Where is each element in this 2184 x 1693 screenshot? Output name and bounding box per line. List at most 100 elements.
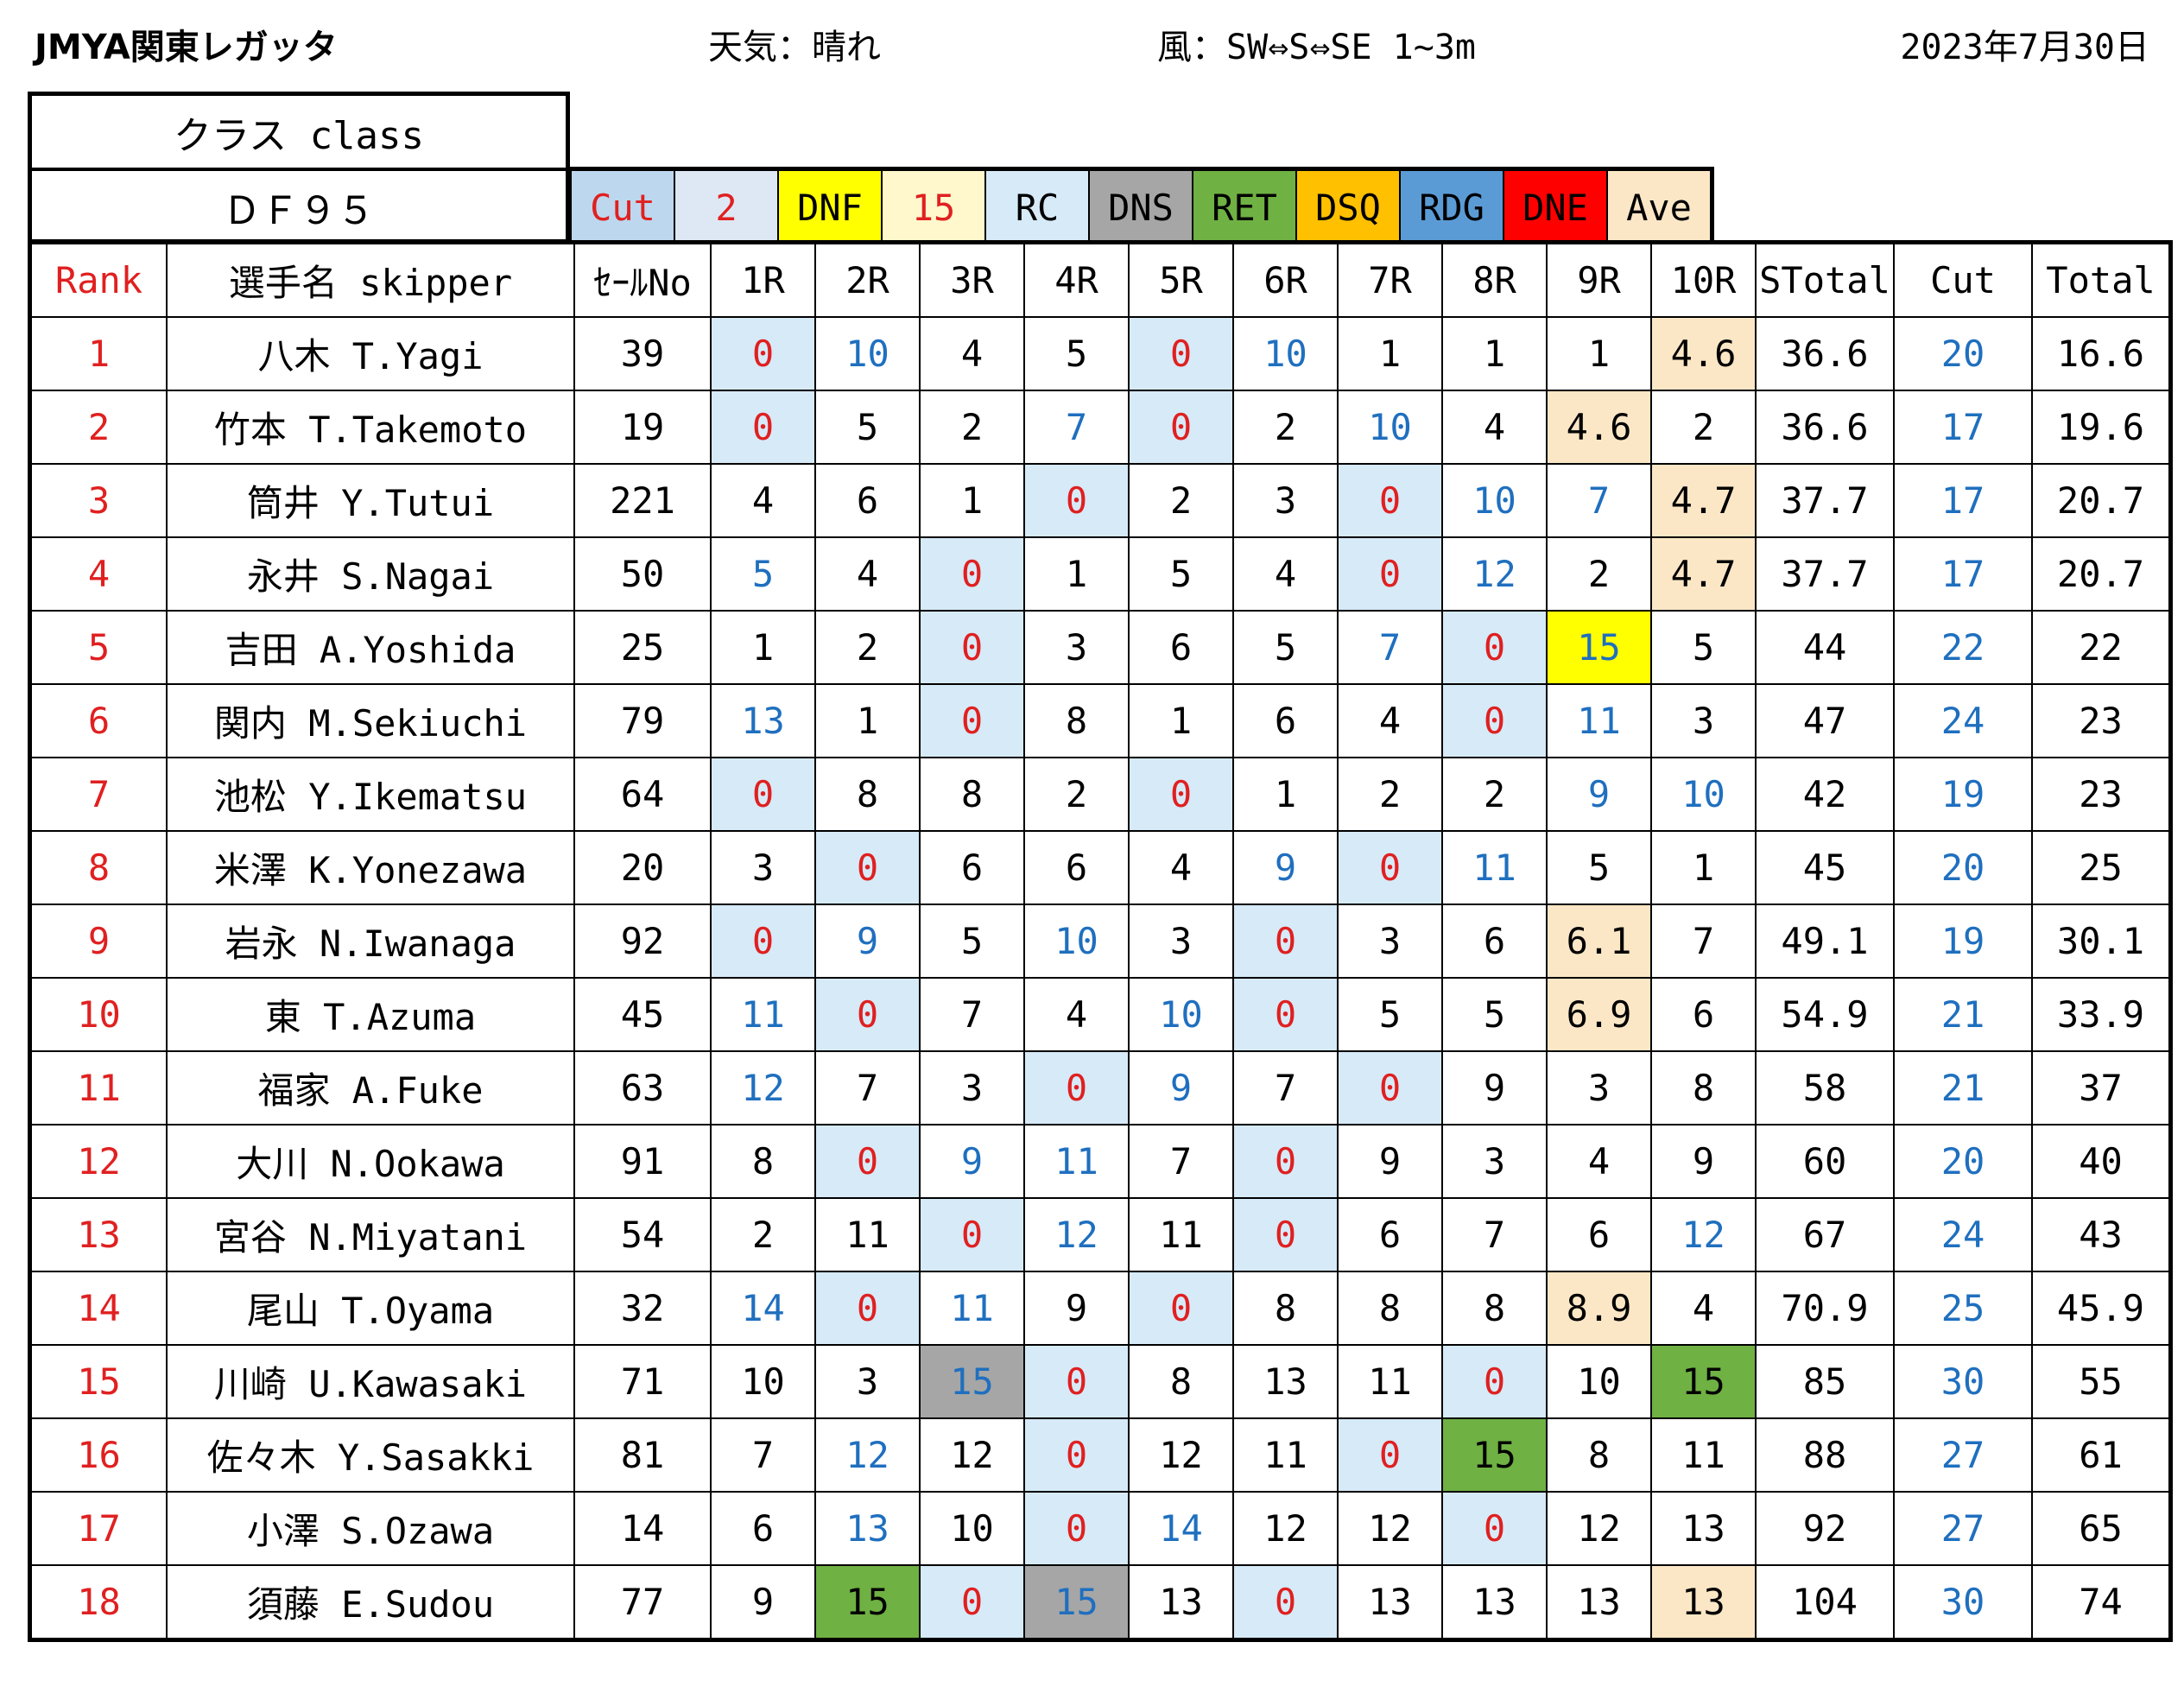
table-row: 18 須藤 E.Sudou 77 9 15 0 15 13 0 13 13 13 13 104 30 74 [28,1564,2172,1641]
race-9-cell: 13 [1546,1564,1652,1641]
col-rank: Rank [28,241,168,318]
race-5-cell: 0 [1128,390,1234,465]
race-10-cell: 13 [1650,1564,1757,1641]
cut-cell: 20 [1893,316,2033,391]
race-9-cell: 7 [1546,463,1652,538]
race-3-cell: 9 [919,1124,1025,1199]
total-cell: 30.1 [2031,904,2172,979]
race-1-cell: 13 [710,683,816,758]
race-4-cell: 6 [1023,830,1130,905]
race-2-cell: 0 [814,977,921,1052]
rank-cell: 13 [28,1197,168,1272]
race-7-cell: 13 [1337,1564,1443,1641]
skipper-cell: 福家 A.Fuke [166,1050,575,1125]
race-7-cell: 9 [1337,1124,1443,1199]
race-4-cell: 0 [1023,1344,1130,1419]
cut-cell: 25 [1893,1271,2033,1346]
rank-cell: 15 [28,1344,168,1419]
sail-no-cell: 20 [573,830,712,905]
cut-cell: 19 [1893,904,2033,979]
race-10-cell: 10 [1650,757,1757,832]
score-code-legend: Cut 2 DNF 15 RC DNS RET DSQ RDG DNE Ave [570,167,1714,244]
weather-label: 天気：晴れ [708,28,881,67]
race-5-cell: 0 [1128,316,1234,391]
stotal-cell: 36.6 [1755,316,1895,391]
race-3-cell: 6 [919,830,1025,905]
rank-cell: 6 [28,683,168,758]
rank-cell: 10 [28,977,168,1052]
sail-no-cell: 63 [573,1050,712,1125]
regatta-title: JMYA関東レガッタ [35,28,338,67]
rank-cell: 17 [28,1491,168,1566]
race-1-cell: 1 [710,610,816,685]
total-cell: 22 [2031,610,2172,685]
skipper-cell: 筒井 Y.Tutui [166,463,575,538]
sail-no-cell: 45 [573,977,712,1052]
stotal-cell: 42 [1755,757,1895,832]
race-9-cell: 15 [1546,610,1652,685]
race-6-cell: 7 [1232,1050,1339,1125]
race-4-cell: 0 [1023,1050,1130,1125]
race-9-cell: 4 [1546,1124,1652,1199]
skipper-cell: 佐々木 Y.Sasakki [166,1417,575,1493]
cut-cell: 17 [1893,536,2033,612]
stotal-cell: 54.9 [1755,977,1895,1052]
race-5-cell: 2 [1128,463,1234,538]
race-5-cell: 12 [1128,1417,1234,1493]
race-3-cell: 0 [919,683,1025,758]
skipper-cell: 宮谷 N.Miyatani [166,1197,575,1272]
race-2-cell: 7 [814,1050,921,1125]
legend-item-15: 15 [881,171,984,244]
race-7-cell: 8 [1337,1271,1443,1346]
race-1-cell: 10 [710,1344,816,1419]
cut-cell: 21 [1893,977,2033,1052]
date-label: 2023年7月30日 [1900,28,2149,67]
stotal-cell: 60 [1755,1124,1895,1199]
race-7-cell: 0 [1337,1417,1443,1493]
race-6-cell: 13 [1232,1344,1339,1419]
sail-no-cell: 71 [573,1344,712,1419]
total-cell: 23 [2031,683,2172,758]
legend-item-2: 2 [674,171,777,244]
table-row: 7 池松 Y.Ikematsu 64 0 8 8 2 0 1 2 2 9 10 42 19 23 [28,757,2172,832]
col-skipper: 選手名 skipper [166,241,575,318]
race-8-cell: 9 [1441,1050,1548,1125]
race-4-cell: 9 [1023,1271,1130,1346]
race-6-cell: 10 [1232,316,1339,391]
race-10-cell: 6 [1650,977,1757,1052]
race-5-cell: 6 [1128,610,1234,685]
race-7-cell: 0 [1337,536,1443,612]
table-row: 11 福家 A.Fuke 63 12 7 3 0 9 7 0 9 3 8 58 21 37 [28,1050,2172,1125]
wind-label: 風：SW⇔S⇔SE 1~3m [1157,28,1476,67]
race-6-cell: 0 [1232,1124,1339,1199]
legend-item-dsq: DSQ [1295,171,1399,244]
race-5-cell: 14 [1128,1491,1234,1566]
race-5-cell: 10 [1128,977,1234,1052]
table-row: 1 八木 T.Yagi 39 0 10 4 5 0 10 1 1 1 4.6 36.6 20 16.6 [28,316,2172,391]
skipper-cell: 尾山 T.Oyama [166,1271,575,1346]
rank-cell: 1 [28,316,168,391]
race-2-cell: 1 [814,683,921,758]
race-9-cell: 12 [1546,1491,1652,1566]
race-6-cell: 0 [1232,977,1339,1052]
col-race-1: 1R [710,241,816,318]
race-8-cell: 7 [1441,1197,1548,1272]
stotal-cell: 47 [1755,683,1895,758]
race-1-cell: 2 [710,1197,816,1272]
race-3-cell: 7 [919,977,1025,1052]
skipper-cell: 関内 M.Sekiuchi [166,683,575,758]
race-1-cell: 7 [710,1417,816,1493]
table-header-row: Rank 選手名 skipper ｾｰﾙNo 1R 2R 3R 4R 5R 6R… [28,241,2172,318]
skipper-cell: 池松 Y.Ikematsu [166,757,575,832]
race-4-cell: 4 [1023,977,1130,1052]
cut-cell: 21 [1893,1050,2033,1125]
skipper-cell: 大川 N.Ookawa [166,1124,575,1199]
stotal-cell: 37.7 [1755,536,1895,612]
race-4-cell: 8 [1023,683,1130,758]
table-row: 13 宮谷 N.Miyatani 54 2 11 0 12 11 0 6 7 6 12 67 24 43 [28,1197,2172,1272]
stotal-cell: 67 [1755,1197,1895,1272]
race-2-cell: 6 [814,463,921,538]
rank-cell: 9 [28,904,168,979]
table-row: 4 永井 S.Nagai 50 5 4 0 1 5 4 0 12 2 4.7 37.7 17 20.7 [28,536,2172,612]
table-row: 9 岩永 N.Iwanaga 92 0 9 5 10 3 0 3 6 6.1 7 49.1 19 30.1 [28,904,2172,979]
